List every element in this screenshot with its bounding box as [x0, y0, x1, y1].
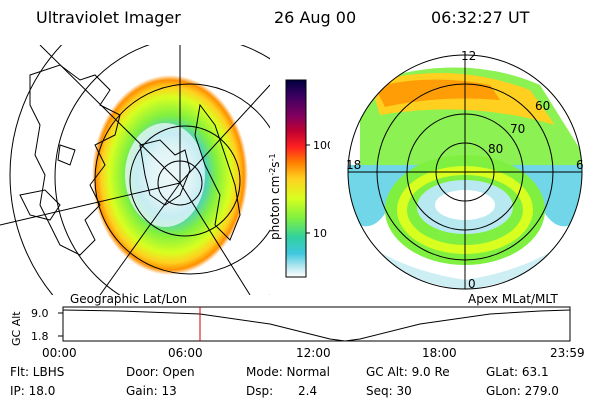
- dsp-label: Dsp:: [246, 384, 274, 398]
- glon-status: GLon: 279.0: [486, 384, 559, 398]
- mlt-label-12: 12: [461, 49, 476, 63]
- mlt-label-18: 18: [346, 158, 361, 172]
- alt-tick-9: 9.0: [31, 307, 49, 320]
- dsp-value: 2.4: [298, 384, 318, 398]
- time-tick-0000: 00:00: [42, 346, 77, 360]
- time-tick-1200: 12:00: [296, 346, 331, 360]
- door-status: Door: Open: [126, 365, 195, 379]
- time-tick-1800: 18:00: [422, 346, 457, 360]
- colorbar: 100 10 photon cm-2s-1: [268, 79, 330, 278]
- ip-status: IP: 18.0: [10, 384, 56, 398]
- alt-tick-1.8: 1.8: [31, 330, 49, 343]
- app-title: Ultraviolet Imager: [36, 8, 181, 27]
- time-tick-2359: 23:59: [550, 346, 585, 360]
- colorbar-tick-100: 100: [313, 139, 330, 152]
- altitude-curve: [62, 309, 571, 342]
- mlt-label-6: 6: [576, 158, 584, 172]
- filter-status: Flt: LBHS: [10, 365, 65, 379]
- glat-status: GLat: 63.1: [486, 365, 549, 379]
- mode-status: Mode: Normal: [246, 365, 330, 379]
- apex-panel-label: Apex MLat/MLT: [468, 292, 558, 306]
- mlat-label-70: 70: [510, 122, 525, 136]
- mlat-label-80: 80: [488, 142, 503, 156]
- gc-alt-status: GC Alt: 9.0 Re: [366, 365, 450, 379]
- gain-status: Gain: 13: [126, 384, 177, 398]
- geographic-image: [0, 45, 270, 295]
- seq-status: Seq: 30: [366, 384, 412, 398]
- altitude-plot: 9.0 1.8 GC Alt: [10, 306, 571, 346]
- mlt-label-0: 0: [468, 277, 476, 291]
- image-date: 26 Aug 00: [274, 8, 357, 27]
- alt-axis-label: GC Alt: [10, 311, 23, 346]
- mlat-label-60: 60: [535, 99, 550, 113]
- time-tick-0600: 06:00: [168, 346, 203, 360]
- image-time: 06:32:27 UT: [431, 8, 530, 27]
- colorbar-tick-10: 10: [313, 227, 327, 240]
- apex-polar-image: 12 18 6 0 60 70 80: [346, 49, 584, 291]
- colorbar-unit-label: photon cm-2s-1: [268, 153, 282, 240]
- geographic-panel-label: Geographic Lat/Lon: [70, 292, 188, 306]
- coastline-map: [19, 64, 241, 256]
